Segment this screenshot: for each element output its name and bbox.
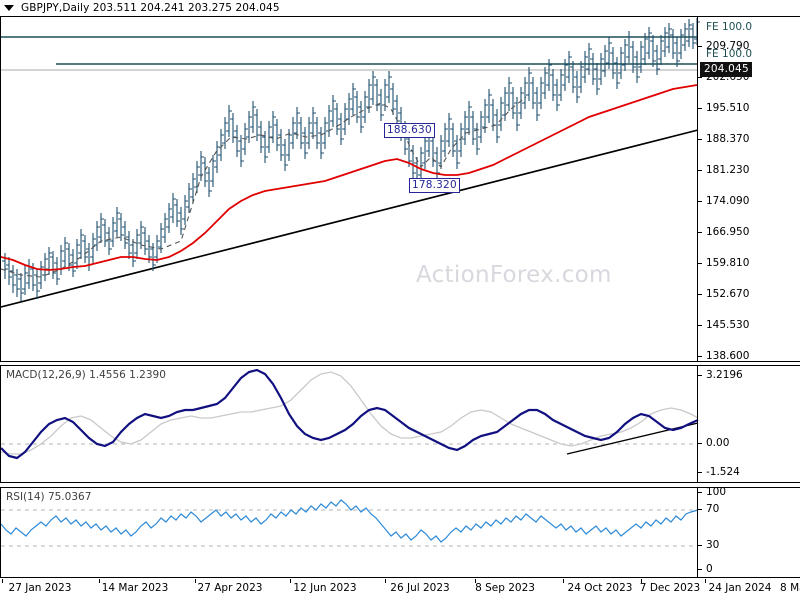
rsi-axis-label: 70 — [706, 503, 720, 515]
date-label: 8 Sep 2023 — [475, 582, 535, 594]
date-label: 12 Jun 2023 — [293, 582, 357, 594]
symbol-header: GBPJPY,Daily 203.511 204.241 203.275 204… — [0, 0, 800, 16]
macd-axis-label: 0.00 — [706, 437, 730, 449]
price-axis-label: 145.530 — [706, 319, 750, 331]
price-plot-area — [1, 17, 800, 361]
price-axis-label: 188.370 — [706, 133, 750, 145]
macd-chart-svg — [1, 368, 699, 460]
rsi-title: RSI(14) 75.0367 — [6, 491, 92, 503]
price-callout-high[interactable]: 188.630 — [384, 123, 435, 138]
date-label: 27 Jan 2023 — [8, 582, 72, 594]
macd-signal-line — [1, 371, 699, 455]
macd-title: MACD(12,26,9) 1.4556 1.2390 — [6, 369, 166, 381]
date-label: 24 Oct 2023 — [567, 582, 633, 594]
macd-axis-label: -1.524 — [706, 466, 740, 478]
price-axis-label: 159.810 — [706, 257, 750, 269]
date-label: 7 Dec 2023 — [639, 582, 701, 594]
current-price-tag: 204.045 — [700, 62, 752, 77]
fe-label-1: FE 100.0 — [706, 21, 753, 33]
price-axis-label: 152.670 — [706, 288, 750, 300]
rsi-axis[interactable]: 100 70 30 0 — [697, 486, 800, 578]
price-axis-label: 209.790 — [706, 40, 750, 52]
rsi-panel[interactable]: RSI(14) 75.0367 — [0, 487, 800, 578]
macd-main-line — [1, 368, 699, 460]
date-label: 27 Apr 2023 — [197, 582, 263, 594]
price-chart-panel[interactable]: FE 100.0 FE 100.0 188.630 178.320 Action… — [0, 16, 800, 362]
macd-panel[interactable]: MACD(12,26,9) 1.4556 1.2390 — [0, 365, 800, 483]
rsi-axis-label: 0 — [706, 563, 713, 575]
rsi-plot-area — [1, 488, 800, 577]
triangle-down-icon[interactable] — [4, 5, 14, 11]
price-axis-label: 195.510 — [706, 102, 750, 114]
symbol-ohlc-text: GBPJPY,Daily 203.511 204.241 203.275 204… — [21, 2, 280, 14]
dashed-moving-average — [1, 96, 527, 278]
date-label: 14 Mar 2023 — [101, 582, 169, 594]
watermark-text: ActionForex.com — [416, 262, 612, 288]
date-label: 8 Mar 2024 — [780, 582, 800, 594]
ohlc-bars — [2, 18, 700, 301]
price-axis-label: 174.090 — [706, 195, 750, 207]
price-axis-label: 166.950 — [706, 226, 750, 238]
red-moving-average — [1, 84, 698, 271]
price-chart-svg — [1, 18, 700, 308]
macd-plot-area — [1, 366, 800, 482]
price-axis-label: 138.600 — [706, 350, 750, 362]
price-axis-label: 181.230 — [706, 164, 750, 176]
price-callout-low[interactable]: 178.320 — [409, 178, 460, 193]
fe-label-2: FE 100.0 — [706, 48, 753, 60]
date-label: 26 Jul 2023 — [390, 582, 450, 594]
support-trendline — [1, 129, 699, 308]
rsi-axis-label: 30 — [706, 539, 720, 551]
date-label: 24 Jan 2024 — [708, 582, 772, 594]
rsi-line — [1, 499, 699, 543]
macd-axis[interactable]: 3.2196 0.00 -1.524 — [697, 365, 800, 483]
rsi-axis-label: 100 — [706, 486, 727, 498]
macd-axis-label: 3.2196 — [706, 369, 743, 381]
rsi-chart-svg — [1, 499, 699, 547]
price-axis[interactable]: 209.790 202.650 195.510 188.370 181.230 … — [697, 16, 800, 362]
date-axis[interactable]: 27 Jan 2023 14 Mar 2023 27 Apr 2023 12 J… — [0, 579, 800, 597]
